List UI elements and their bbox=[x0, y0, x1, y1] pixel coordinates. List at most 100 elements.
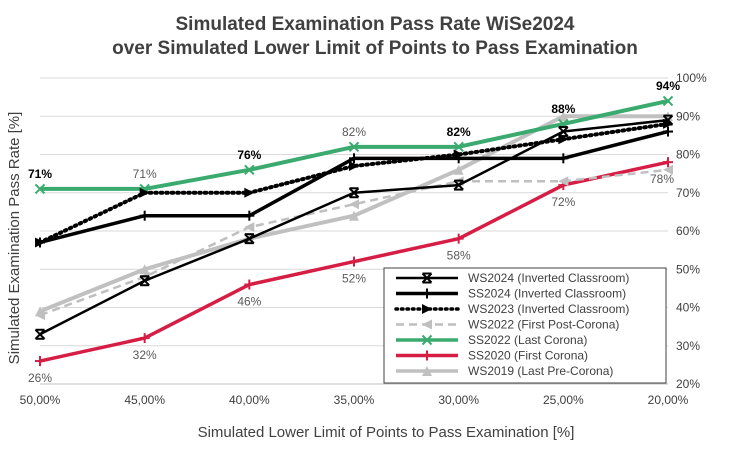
data-point bbox=[558, 153, 569, 164]
data-point bbox=[453, 179, 464, 191]
y-tick-label: 40% bbox=[676, 301, 700, 315]
data-point bbox=[348, 187, 360, 199]
data-point bbox=[349, 199, 359, 210]
legend-entry-ws2022-first-post-corona: WS2022 (First Post-Corona) bbox=[396, 318, 619, 332]
data-label: 78% bbox=[650, 172, 674, 186]
data-point bbox=[34, 183, 46, 195]
y-tick-label: 90% bbox=[676, 109, 700, 123]
data-point bbox=[244, 233, 255, 245]
data-label: 46% bbox=[237, 295, 261, 309]
data-point bbox=[349, 256, 359, 267]
data-point bbox=[139, 333, 150, 344]
series-ss2024-inverted-classroom bbox=[35, 126, 673, 248]
data-point bbox=[558, 126, 569, 138]
data-point bbox=[139, 275, 150, 287]
x-axis-label: Simulated Lower Limit of Points to Pass … bbox=[198, 424, 575, 441]
x-tick-label: 20,00% bbox=[648, 393, 689, 407]
data-point bbox=[139, 187, 150, 198]
data-label: 88% bbox=[551, 102, 575, 116]
data-label: 58% bbox=[447, 249, 471, 263]
data-point bbox=[558, 176, 569, 187]
data-point bbox=[139, 264, 150, 275]
data-point bbox=[453, 164, 464, 175]
data-label: 52% bbox=[342, 272, 366, 286]
data-point bbox=[348, 141, 360, 153]
data-point bbox=[662, 114, 674, 126]
data-label: 76% bbox=[237, 148, 261, 162]
x-tick-label: 35,00% bbox=[334, 393, 375, 407]
data-point bbox=[349, 210, 359, 221]
data-label: 26% bbox=[28, 371, 52, 385]
legend-marker bbox=[421, 334, 433, 346]
data-point bbox=[558, 111, 569, 122]
data-point bbox=[244, 187, 255, 198]
legend-entry-ws2019-last-pre-corona: WS2019 (Last Pre-Corona) bbox=[396, 364, 613, 378]
legend-entry-ss2020-first-corona: SS2020 (First Corona) bbox=[396, 349, 588, 363]
legend-label: WS2022 (First Post-Corona) bbox=[468, 318, 619, 332]
data-point bbox=[349, 153, 359, 164]
data-label: 32% bbox=[133, 348, 157, 362]
data-label: 82% bbox=[447, 125, 471, 139]
y-tick-label: 100% bbox=[676, 71, 707, 85]
legend-marker bbox=[422, 304, 432, 314]
data-point bbox=[349, 160, 359, 171]
data-label: 94% bbox=[656, 79, 680, 93]
legend-entry-ws2023-inverted-classroom: WS2023 (Inverted Classroom) bbox=[394, 302, 629, 316]
x-axis-ticks: 50,00% 45,00% 40,00% 35,00% 30,00% 25,00% 20,0… bbox=[20, 393, 689, 407]
legend-marker bbox=[422, 319, 432, 330]
y-tick-label: 50% bbox=[676, 262, 700, 276]
series-layer bbox=[34, 95, 674, 367]
data-labels: 71% 71% 76% 82% 82% 88% 94% 26% 32% 46% 52% 58% 72% 7… bbox=[28, 79, 680, 385]
series-ws2024-inverted-classroom bbox=[34, 114, 674, 340]
data-label: 71% bbox=[28, 167, 52, 181]
data-point bbox=[35, 310, 45, 321]
chart-title-line-1: Simulated Examination Pass Rate WiSe2024 bbox=[176, 14, 575, 35]
data-point bbox=[663, 164, 673, 175]
legend-marker bbox=[422, 366, 432, 376]
chart-title-line-2: over Simulated Lower Limit of Points to … bbox=[112, 38, 638, 59]
legend-label: WS2024 (Inverted Classroom) bbox=[468, 271, 629, 285]
legend-entry-ss2024-inverted-classroom: SS2024 (Inverted Classroom) bbox=[396, 287, 626, 301]
legend: WS2024 (Inverted Classroom) SS2024 (Inver… bbox=[383, 267, 667, 384]
data-point bbox=[244, 210, 255, 221]
data-label: 82% bbox=[342, 125, 366, 139]
legend-marker bbox=[421, 272, 433, 284]
data-point bbox=[663, 157, 673, 168]
legend-label: WS2019 (Last Pre-Corona) bbox=[468, 364, 613, 378]
data-point bbox=[139, 210, 150, 221]
data-point bbox=[453, 141, 464, 153]
x-tick-label: 40,00% bbox=[229, 393, 270, 407]
legend-label: SS2024 (Inverted Classroom) bbox=[468, 287, 626, 301]
y-tick-label: 60% bbox=[676, 224, 700, 238]
y-axis-label: Simulated Examination Pass Rate [%] bbox=[6, 112, 23, 365]
legend-marker bbox=[422, 288, 432, 299]
y-tick-label: 30% bbox=[676, 339, 700, 353]
y-tick-label: 80% bbox=[676, 148, 700, 162]
legend-entry-ss2022-last-corona: SS2022 (Last Corona) bbox=[396, 333, 587, 347]
data-label: 72% bbox=[551, 195, 575, 209]
data-point bbox=[35, 237, 45, 248]
data-point bbox=[244, 164, 255, 176]
legend-entry-ws2024-inverted-classroom: WS2024 (Inverted Classroom) bbox=[396, 271, 629, 285]
y-tick-label: 70% bbox=[676, 186, 700, 200]
y-tick-label: 20% bbox=[676, 377, 700, 391]
y-axis-ticks: 20% 30% 40% 50% 60% 70% 80% 90% 100% bbox=[676, 71, 707, 391]
data-point bbox=[244, 222, 255, 233]
legend-marker bbox=[422, 350, 432, 361]
data-point bbox=[662, 95, 674, 107]
data-label: 71% bbox=[133, 167, 157, 181]
x-tick-label: 50,00% bbox=[20, 393, 61, 407]
legend-label: SS2022 (Last Corona) bbox=[468, 333, 587, 347]
x-tick-label: 30,00% bbox=[438, 393, 479, 407]
x-tick-label: 45,00% bbox=[124, 393, 165, 407]
data-point bbox=[663, 126, 673, 137]
x-tick-label: 25,00% bbox=[543, 393, 584, 407]
legend-label: SS2020 (First Corona) bbox=[468, 349, 588, 363]
data-point bbox=[34, 328, 46, 340]
data-point bbox=[244, 279, 255, 290]
legend-label: WS2023 (Inverted Classroom) bbox=[468, 302, 629, 316]
data-point bbox=[35, 356, 45, 367]
data-point bbox=[453, 153, 464, 164]
data-point bbox=[453, 233, 464, 244]
